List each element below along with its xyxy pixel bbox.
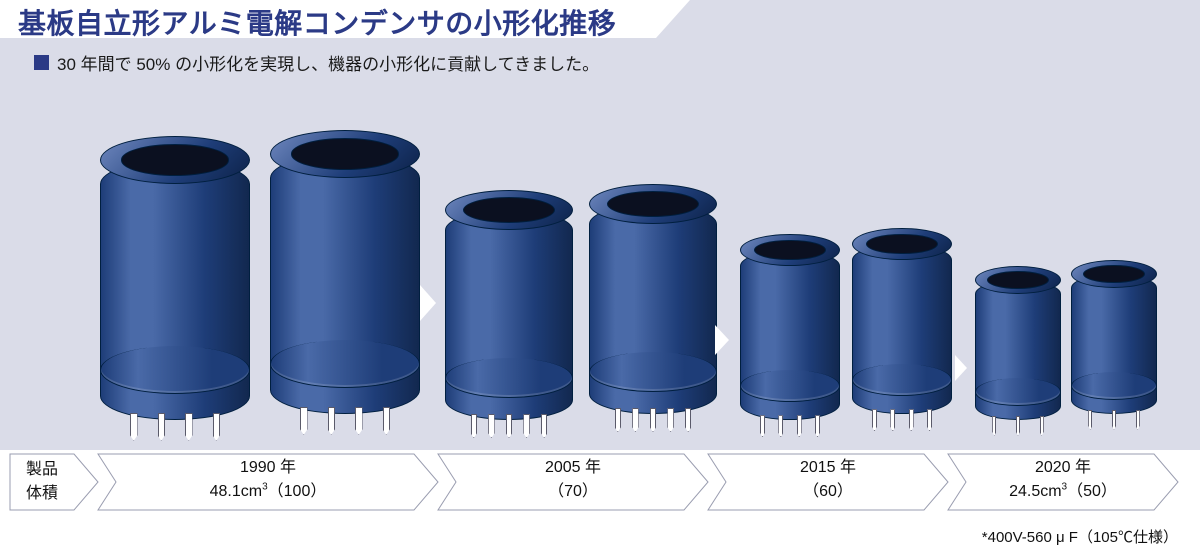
- capacitor-group: [740, 228, 952, 420]
- capacitor-pin: [760, 415, 765, 437]
- capacitor-pin: [383, 407, 391, 435]
- capacitor: [100, 160, 250, 420]
- capacitor: [1071, 274, 1157, 414]
- timeline-volume: 24.5cm3（50）: [1009, 483, 1117, 500]
- capacitor-pin: [797, 415, 802, 437]
- capacitor-pin: [667, 408, 673, 432]
- capacitor: [270, 154, 420, 414]
- capacitor-group: [445, 186, 717, 420]
- capacitor-pin: [1040, 416, 1044, 436]
- capacitor: [975, 280, 1061, 420]
- timeline-volume: （70）: [548, 483, 598, 500]
- capacitor-pin: [1016, 416, 1020, 436]
- timeline-year: 1990 年: [168, 456, 368, 480]
- capacitor-pin: [778, 415, 783, 437]
- capacitor-pin: [523, 414, 529, 438]
- capacitor-pin: [130, 413, 138, 441]
- capacitor-pin: [909, 409, 914, 431]
- capacitor-pin: [632, 408, 638, 432]
- transition-arrow-icon: [420, 285, 436, 321]
- timeline-volume: 48.1cm3（100）: [210, 483, 327, 500]
- capacitor-group: [975, 260, 1157, 420]
- footnote: *400V-560 μ F（105℃仕様）: [982, 526, 1178, 547]
- capacitor: [852, 244, 952, 414]
- capacitor-pin: [872, 409, 877, 431]
- capacitor-pin: [815, 415, 820, 437]
- timeline-volume: （60）: [803, 483, 853, 500]
- capacitor-pin: [213, 413, 221, 441]
- capacitor: [589, 204, 717, 414]
- capacitor-pin: [992, 416, 996, 436]
- capacitor: [740, 250, 840, 420]
- capacitor-pin: [927, 409, 932, 431]
- capacitor: [445, 210, 573, 420]
- capacitor-pin: [890, 409, 895, 431]
- capacitor-pin: [355, 407, 363, 435]
- capacitor-pin: [1112, 410, 1116, 430]
- capacitor-pin: [328, 407, 336, 435]
- timeline-year: 2005 年: [473, 456, 673, 480]
- transition-arrow-icon: [715, 325, 729, 355]
- capacitor-pin: [615, 408, 621, 432]
- capacitor-pin: [650, 408, 656, 432]
- capacitor-pin: [685, 408, 691, 432]
- capacitor-pin: [1136, 410, 1140, 430]
- capacitor-pin: [158, 413, 166, 441]
- capacitor-pin: [471, 414, 477, 438]
- capacitor-pin: [541, 414, 547, 438]
- transition-arrow-icon: [955, 355, 967, 381]
- capacitor-pin: [506, 414, 512, 438]
- capacitor-pin: [300, 407, 308, 435]
- capacitor-pin: [488, 414, 494, 438]
- capacitor-group: [100, 132, 420, 420]
- timeline-segment-label: 2015 年 （60）: [728, 456, 928, 504]
- timeline-head-label: 製品 体積: [26, 458, 58, 506]
- square-marker-icon: [34, 55, 49, 70]
- capacitor-stage: [0, 70, 1200, 450]
- page: 基板自立形アルミ電解コンデンサの小形化推移 30 年間で 50% の小形化を実現…: [0, 0, 1200, 549]
- timeline-head-line1: 製品: [26, 461, 58, 478]
- capacitor-pin: [1088, 410, 1092, 430]
- timeline-head-line2: 体積: [26, 485, 58, 502]
- timeline-year: 2020 年: [963, 456, 1163, 480]
- capacitor-pin: [185, 413, 193, 441]
- timeline-segment-label: 1990 年 48.1cm3（100）: [168, 456, 368, 504]
- page-title: 基板自立形アルミ電解コンデンサの小形化推移: [18, 2, 616, 42]
- timeline-segment-label: 2020 年 24.5cm3（50）: [963, 456, 1163, 504]
- timeline-segment-label: 2005 年 （70）: [473, 456, 673, 504]
- timeline-year: 2015 年: [728, 456, 928, 480]
